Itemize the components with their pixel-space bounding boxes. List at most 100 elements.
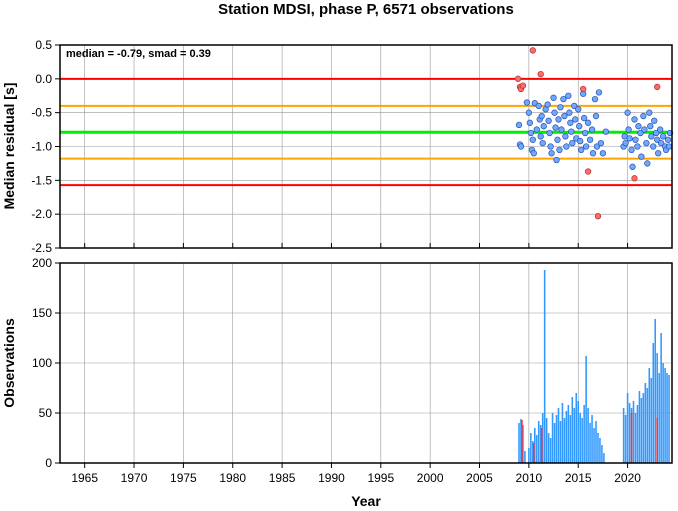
residual-point: [555, 116, 562, 123]
observation-bar: [601, 445, 603, 463]
residual-point: [665, 143, 673, 150]
observations-y-tick-label: 100: [32, 356, 52, 370]
residual-point: [540, 123, 547, 130]
residual-point: [584, 119, 592, 126]
residual-point: [571, 102, 578, 110]
residual-point: [560, 95, 567, 103]
observation-bar: [540, 428, 543, 463]
residual-point: [554, 136, 561, 143]
residual-point: [594, 213, 602, 220]
observation-bar: [571, 397, 574, 463]
residual-point: [654, 83, 661, 91]
observation-bar: [518, 423, 520, 463]
observation-bar: [589, 423, 591, 463]
chart-title: Station MDSI, phase P, 6571 observations: [218, 1, 514, 18]
residual-point: [595, 89, 603, 96]
residual-point: [551, 109, 558, 116]
observations-y-tick-label: 200: [32, 256, 52, 270]
observation-bar: [603, 453, 605, 463]
observation-bar: [563, 418, 566, 463]
x-axis-title: Year: [351, 493, 381, 509]
residual-point: [650, 143, 657, 150]
observation-bar: [522, 425, 524, 463]
observation-bar: [646, 388, 649, 463]
residual-point: [580, 114, 588, 122]
x-tick-label: 2005: [466, 471, 493, 485]
observation-bar: [624, 415, 627, 463]
residual-y-tick-label: 0.0: [35, 72, 52, 86]
residual-point: [572, 116, 579, 123]
residual-point: [592, 112, 600, 120]
residual-point: [655, 150, 662, 157]
residual-point: [517, 143, 525, 150]
residual-point: [657, 126, 664, 133]
residual-point: [580, 85, 587, 93]
observation-bar: [668, 375, 670, 463]
observation-bar: [656, 418, 658, 463]
x-tick-label: 2010: [516, 471, 543, 485]
residual-point: [558, 126, 565, 133]
residual-point: [550, 94, 557, 101]
residual-point: [544, 101, 551, 108]
residual-point: [648, 133, 655, 140]
residual-point: [624, 109, 631, 116]
residual-point: [563, 143, 570, 150]
residual-point: [537, 133, 544, 140]
observations-y-tick-label: 150: [32, 306, 52, 320]
observation-bar: [537, 421, 540, 463]
residual-point: [628, 146, 635, 154]
residual-point: [659, 133, 667, 140]
observation-bar: [595, 421, 597, 463]
residual-y-axis-title: Median residual [s]: [1, 83, 17, 210]
observation-bar: [622, 408, 625, 463]
residual-y-tick-label: -0.5: [31, 106, 52, 120]
residual-point: [529, 47, 536, 54]
residual-point: [635, 123, 642, 130]
residual-point: [582, 143, 590, 150]
residual-point: [525, 109, 533, 116]
residual-points: [514, 47, 674, 220]
residual-point: [593, 143, 601, 150]
observation-bar: [626, 393, 629, 463]
observation-bar: [630, 413, 633, 463]
observation-bar: [636, 405, 639, 463]
observation-bar: [593, 428, 595, 463]
residual-point: [567, 119, 574, 126]
observation-bar: [648, 368, 651, 463]
observations-y-tick-label: 0: [45, 456, 52, 470]
residual-point: [643, 139, 650, 147]
residual-point: [569, 139, 576, 147]
observation-bar: [551, 413, 554, 463]
residual-point: [640, 112, 647, 120]
observation-bar: [660, 333, 662, 463]
residual-point: [568, 128, 575, 135]
residual-point: [533, 126, 540, 133]
residual-annotation: median = -0.79, smad = 0.39: [66, 48, 211, 60]
observation-bar: [652, 343, 655, 463]
observation-bar: [650, 378, 653, 463]
observation-bar: [579, 413, 581, 463]
observation-bar: [599, 438, 601, 463]
residual-point: [546, 129, 553, 137]
observation-bar: [561, 403, 564, 463]
observations-panel: 200 150 100 50 0 1965 1970 1975 1980 1985 1990 199…: [1, 256, 673, 509]
observation-bar: [545, 418, 548, 463]
residual-y-tick-label: -2.0: [31, 207, 52, 221]
observation-bar: [656, 353, 658, 463]
residual-point: [537, 70, 544, 78]
observation-bar: [520, 419, 522, 463]
residual-point: [557, 104, 564, 111]
observation-bar: [634, 413, 637, 463]
residual-point: [584, 168, 592, 175]
residual-point: [638, 153, 645, 160]
observation-bar: [547, 433, 550, 463]
residual-point: [535, 102, 542, 110]
observation-bar: [532, 441, 534, 463]
residual-point: [519, 82, 527, 89]
residual-point: [622, 139, 629, 147]
observation-bar: [524, 451, 526, 463]
residual-point: [514, 75, 522, 82]
residual-point: [553, 156, 560, 164]
residual-point: [545, 117, 552, 124]
